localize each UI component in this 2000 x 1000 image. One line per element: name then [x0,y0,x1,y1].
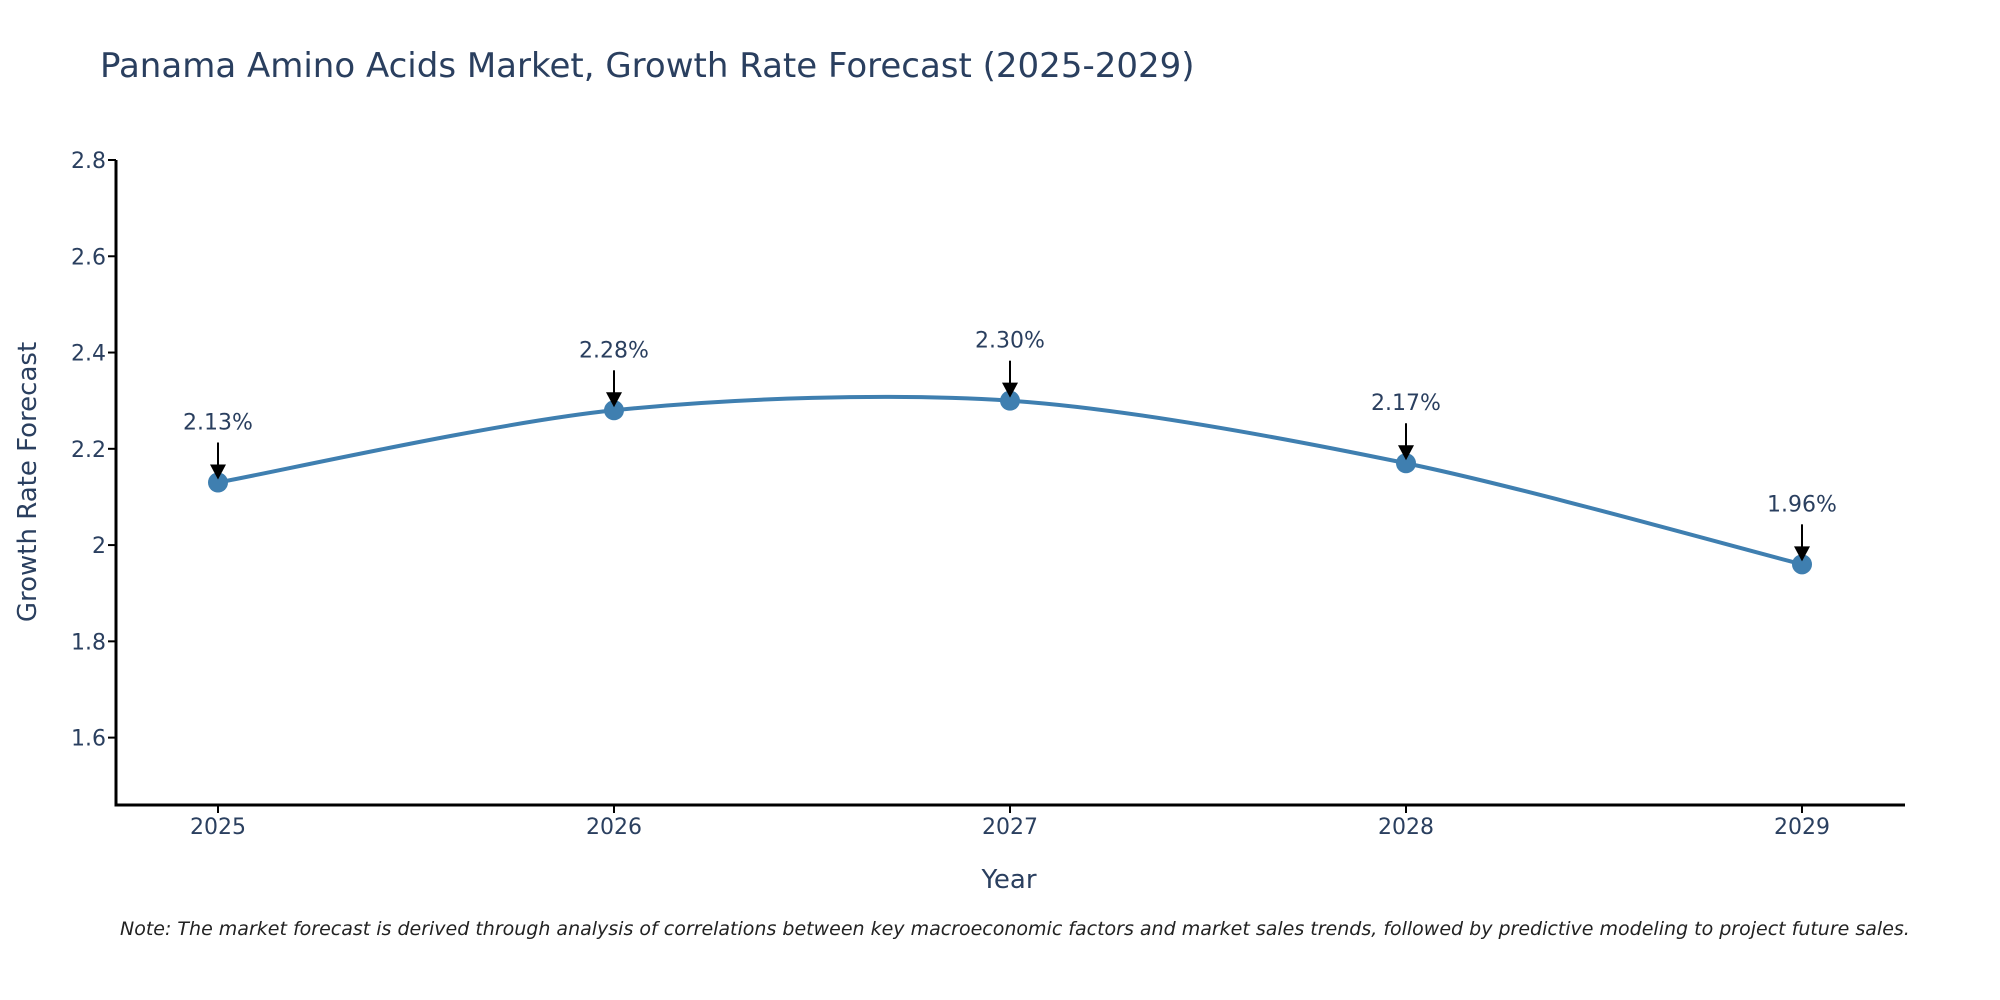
x-tick-label: 2028 [1378,815,1434,840]
data-label: 2.13% [183,411,253,436]
points-layer [208,390,1812,575]
x-tick-label: 2027 [982,815,1038,840]
annotations-layer: 2.13% 2.28% 2.30% 2.17% 1.96% [183,329,1837,562]
series-layer [216,394,1804,567]
y-tick-label: 2.4 [71,342,106,367]
y-tick-label: 2.8 [71,149,106,174]
data-label: 2.17% [1371,391,1441,416]
data-label: 2.28% [579,338,649,363]
data-point[interactable] [1000,390,1020,411]
y-tick-label: 1.6 [71,727,106,752]
data-point[interactable] [604,400,624,421]
annotation-arrowhead [606,392,622,408]
x-tick-label: 2029 [1774,815,1830,840]
annotation-arrowhead [210,464,226,480]
y-tick-label: 2.6 [71,245,106,270]
data-point[interactable] [1396,453,1416,474]
data-label: 1.96% [1767,492,1837,517]
x-axis-title: Year [980,865,1036,895]
annotation-arrowhead [1002,382,1018,398]
chart-note: Note: The market forecast is derived thr… [120,918,1910,940]
y-tick-label: 2.2 [71,438,106,463]
x-axis-ticks: 2025 2026 2027 2028 2029 [190,805,1830,840]
annotation-arrowhead [1794,546,1810,562]
y-tick-label: 1.8 [71,630,106,655]
x-tick-label: 2025 [190,815,246,840]
data-label: 2.30% [975,329,1045,354]
data-point[interactable] [1792,554,1812,575]
annotation-arrowhead [1398,445,1414,461]
y-axis-ticks: 1.6 1.8 2 2.2 2.4 2.6 2.8 [71,149,116,752]
series-line [216,394,1804,567]
data-point[interactable] [208,472,228,493]
y-tick-label: 2 [92,534,106,559]
chart-title: Panama Amino Acids Market, Growth Rate F… [100,46,1195,86]
x-tick-label: 2026 [586,815,642,840]
y-axis-title: Growth Rate Forecast [13,342,43,622]
